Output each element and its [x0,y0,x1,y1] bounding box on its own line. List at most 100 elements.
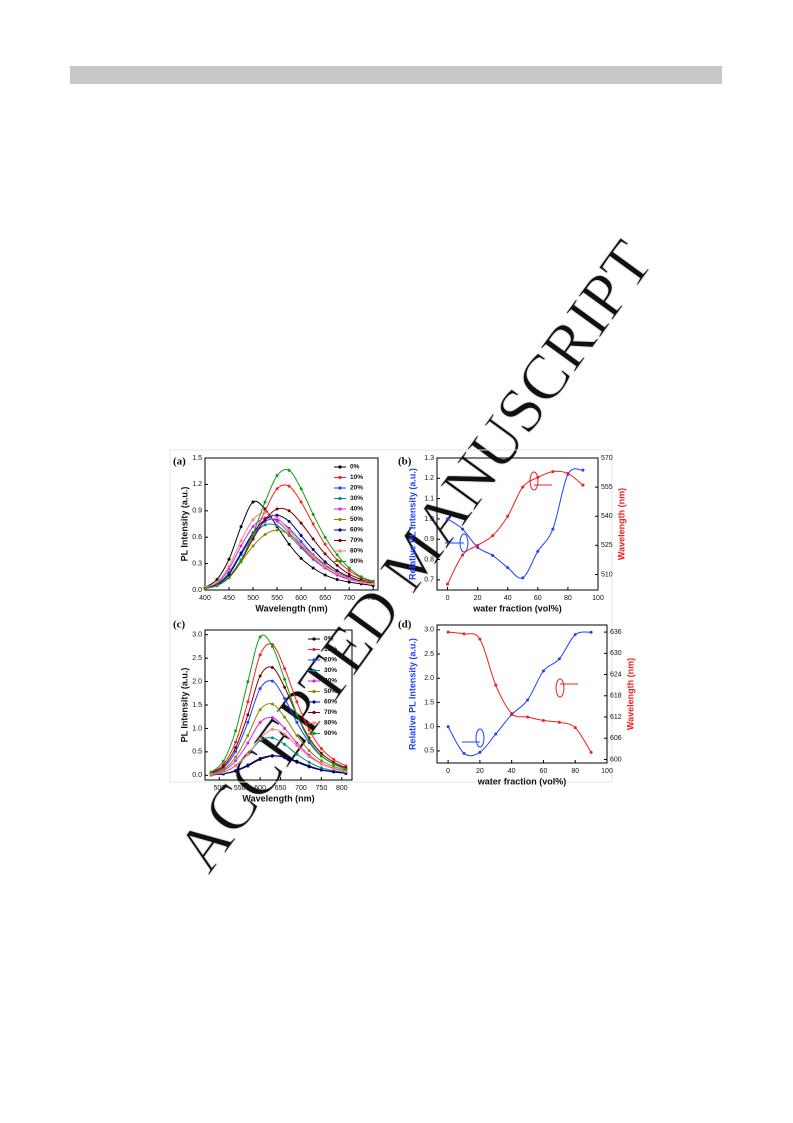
data-point [258,687,262,691]
data-point [476,543,480,547]
y-tick-label: 1.3 [424,455,434,462]
data-point [275,513,279,517]
data-point [275,507,279,511]
data-point [311,537,315,541]
data-point [332,770,336,774]
data-point [335,577,339,581]
data-point [359,577,363,581]
y2-tick-label: 555 [601,484,613,491]
data-point [258,635,262,639]
data-point [311,512,315,516]
data-point [319,766,323,770]
series-indicator [529,471,539,491]
data-point [251,518,255,522]
x-axis-title: water fraction (vol%) [477,776,567,786]
data-point [311,548,315,552]
data-point [251,544,255,548]
y-tick-label: 3.0 [192,632,202,639]
x-tick-label: 700 [343,595,355,602]
data-point [215,580,219,584]
data-point [263,500,267,504]
legend-marker [312,658,316,662]
legend-marker [312,668,316,673]
legend-label: 40% [324,678,337,685]
y-axis-title: Relative PL Intensity (a.u.) [407,468,417,580]
data-point [323,564,327,568]
data-point [461,553,465,557]
x-tick-label: 600 [295,595,307,602]
data-point [258,756,262,760]
data-point [581,483,585,487]
y-tick-label: 2.0 [424,675,434,682]
data-point [506,514,510,518]
figure-frame [169,449,613,783]
legend-marker [338,528,342,532]
data-point [270,716,274,720]
series-indicator [475,728,485,748]
data-point [295,760,299,764]
y-tick-label: 1.1 [424,495,434,502]
data-point [263,533,267,537]
data-point [335,571,339,575]
y-tick-label: 1.5 [192,455,202,462]
data-point [287,509,291,513]
data-point [506,566,510,570]
data-point [246,713,250,717]
x-tick-label: 400 [199,595,211,602]
data-point [494,732,498,736]
legend-marker [338,549,342,553]
y-tick-label: 1.0 [192,725,202,732]
y2-tick-label: 636 [610,629,622,636]
legend-label: 90% [324,730,337,737]
data-point [589,630,593,634]
data-point [323,552,327,556]
data-point [551,470,555,474]
data-point [347,580,351,584]
data-point [589,750,593,754]
y-tick-label: 0.7 [424,577,434,584]
x-tick-label: 800 [336,785,348,792]
x-tick-label: 500 [247,595,259,602]
data-point [446,725,450,729]
y-tick-label: 2.5 [192,655,202,662]
data-point [323,560,327,564]
y2-tick-label: 618 [610,693,622,700]
data-point [275,516,279,520]
data-point [227,564,231,568]
data-point [344,770,348,774]
data-point [478,750,482,754]
data-point [446,517,450,521]
y2-tick-label: 540 [601,513,613,520]
plot-frame [436,624,608,764]
legend-label: 10% [350,474,363,481]
data-point [234,740,238,744]
legend-label: 10% [324,646,337,653]
x-tick-label: 100 [592,595,604,602]
data-point [307,760,311,764]
data-point [270,727,274,731]
data-point [215,584,219,588]
data-point [307,765,311,769]
legend-marker [312,721,316,725]
y2-axis-title: Wavelength (nm) [616,488,626,560]
data-point [246,700,250,704]
legend-label: 60% [350,527,363,534]
legend-marker [312,731,316,736]
data-point [295,700,299,704]
data-point [344,767,348,771]
legend-marker [312,637,316,641]
legend-label: 70% [350,537,363,544]
data-point [359,580,363,584]
series-line [447,468,584,579]
data-point [258,737,262,741]
data-point [295,712,299,716]
data-point [319,751,323,755]
legend-marker [338,559,342,564]
legend-marker [338,465,342,469]
data-point [536,549,540,553]
data-point [526,698,530,702]
data-point [541,719,545,723]
data-point [461,527,465,531]
data-point [287,468,291,472]
data-point [319,762,323,766]
